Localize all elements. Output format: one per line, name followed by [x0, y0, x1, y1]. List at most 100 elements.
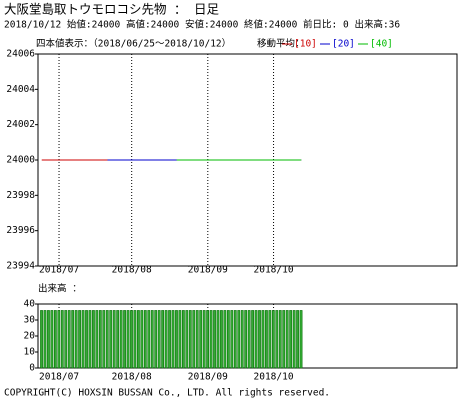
volume-bar	[271, 310, 275, 369]
volume-bar	[182, 310, 185, 369]
volume-bar	[213, 310, 216, 369]
volume-bar	[296, 310, 299, 369]
legend-label: [20]	[332, 39, 355, 50]
volume-bar	[95, 310, 99, 369]
volume-bar	[275, 310, 279, 369]
volume-bar	[126, 310, 130, 369]
volume-bar	[140, 310, 144, 369]
volume-bar	[130, 310, 133, 369]
volume-bar	[119, 310, 123, 369]
volume-bar	[223, 310, 227, 369]
y-tick-label: 20	[24, 331, 36, 342]
volume-bar	[154, 310, 158, 369]
volume-bar	[40, 310, 43, 369]
volume-bar	[185, 310, 189, 369]
volume-bar	[109, 310, 113, 369]
volume-bar	[98, 310, 102, 369]
volume-bar	[195, 310, 199, 369]
volume-bar	[258, 310, 261, 369]
y-tick-label: 10	[24, 347, 36, 358]
volume-bar	[206, 310, 209, 369]
quote-line: 2018/10/12 始値:24000 高値:24000 安値:24000 終値…	[4, 19, 400, 31]
x-tick-label: 2018/08	[112, 265, 152, 276]
volume-bar	[123, 310, 126, 369]
volume-title: 出来高 ：	[38, 283, 82, 295]
y-tick-label: 24006	[6, 49, 35, 60]
volume-bar	[220, 310, 223, 369]
x-tick-label: 2018/09	[188, 265, 228, 276]
volume-bar	[282, 310, 286, 369]
volume-bar	[116, 310, 120, 369]
volume-bar	[226, 310, 230, 369]
volume-bar	[57, 310, 61, 369]
x-tick-label: 2018/10	[254, 372, 294, 383]
volume-bar	[168, 310, 171, 369]
volume-bar	[92, 310, 95, 369]
volume-bar	[209, 310, 213, 369]
volume-bar	[171, 310, 175, 369]
x-tick-label: 2018/08	[112, 372, 152, 383]
y-tick-label: 40	[24, 299, 36, 310]
volume-bar	[81, 310, 85, 369]
volume-bar	[244, 310, 248, 369]
y-tick-label: 24002	[6, 119, 35, 130]
volume-bar	[192, 310, 196, 369]
y-tick-label: 23994	[6, 261, 35, 272]
volume-bar	[157, 310, 161, 369]
volume-bar	[230, 310, 234, 369]
x-tick-label: 2018/09	[188, 372, 228, 383]
volume-bar	[143, 310, 147, 369]
volume-bar	[60, 310, 64, 369]
volume-bar	[247, 310, 251, 369]
volume-bar	[50, 310, 54, 369]
y-tick-label: 24004	[6, 84, 35, 95]
volume-bar	[78, 310, 81, 369]
volume-bar	[164, 310, 168, 369]
volume-bar	[278, 310, 282, 369]
volume-bar	[261, 310, 265, 369]
chart-subtitle: 四本値表示：（2018/06/25～2018/10/12）	[36, 38, 231, 50]
volume-bar	[202, 310, 206, 369]
volume-bar	[137, 310, 140, 369]
volume-bar	[53, 310, 57, 369]
volume-bar	[67, 310, 71, 369]
volume-bar	[147, 310, 151, 369]
volume-bar	[161, 310, 165, 369]
copyright: COPYRIGHT(C) HOXSIN BUSSAN Co., LTD. All…	[4, 388, 330, 399]
volume-bar	[299, 310, 303, 369]
volume-bar	[105, 310, 109, 369]
volume-bar	[85, 310, 88, 369]
x-tick-label: 2018/07	[39, 265, 79, 276]
volume-bar	[233, 310, 237, 369]
volume-bar	[47, 310, 50, 369]
volume-bar	[64, 310, 68, 369]
x-tick-label: 2018/10	[254, 265, 294, 276]
y-tick-label: 24000	[6, 155, 35, 166]
volume-bar	[237, 310, 241, 369]
volume-bar	[150, 310, 154, 369]
volume-bar	[199, 310, 203, 369]
page-title: 大阪堂島取トウモロコシ先物 ： 日足	[4, 2, 220, 17]
volume-bar	[292, 310, 296, 369]
legend-title: 移動平均：	[257, 38, 305, 50]
y-tick-label: 23996	[6, 225, 35, 236]
volume-bar	[268, 310, 272, 369]
volume-bar	[175, 310, 178, 369]
volume-bar	[216, 310, 220, 369]
legend-label: [10]	[294, 39, 317, 50]
y-tick-label: 30	[24, 315, 36, 326]
volume-bar	[88, 310, 92, 369]
volume-bar	[251, 310, 254, 369]
volume-bar	[188, 310, 192, 369]
y-tick-label: 0	[29, 363, 35, 374]
legend-label: [40]	[370, 39, 393, 50]
volume-bar	[71, 310, 75, 369]
volume-bar	[133, 310, 137, 369]
volume-bar	[43, 310, 47, 369]
volume-bar	[265, 310, 268, 369]
volume-bar	[285, 310, 289, 369]
x-tick-label: 2018/07	[39, 372, 79, 383]
volume-bar	[102, 310, 106, 369]
volume-bar	[240, 310, 244, 369]
